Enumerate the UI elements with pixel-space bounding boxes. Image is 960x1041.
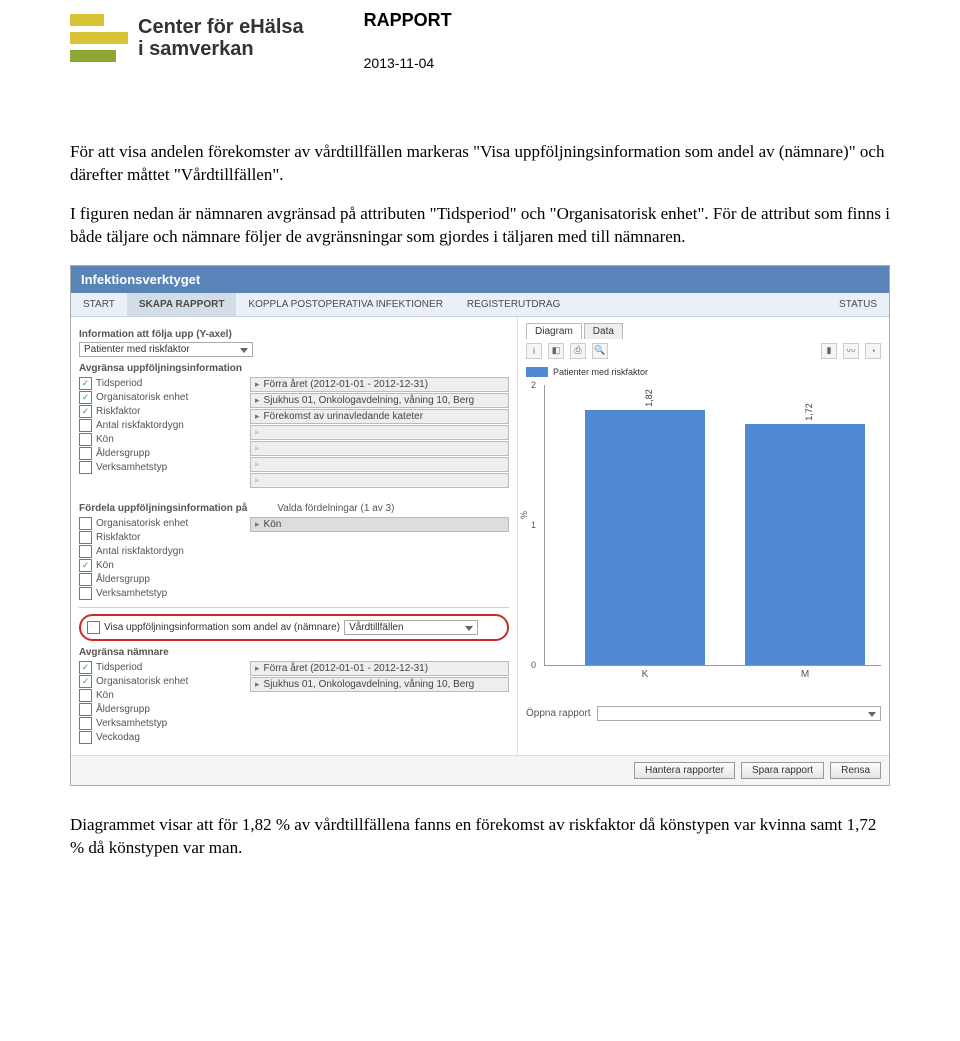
- val-riskfaktor[interactable]: Förekomst av urinavledande kateter: [250, 409, 509, 424]
- y-axis-label: %: [519, 511, 529, 519]
- logo: Center för eHälsa i samverkan: [70, 14, 304, 62]
- btn-hantera[interactable]: Hantera rapporter: [634, 762, 735, 779]
- btn-spara[interactable]: Spara rapport: [741, 762, 824, 779]
- val-empty[interactable]: [250, 425, 509, 440]
- avgr-label: Avgränsa uppföljningsinformation: [79, 363, 509, 374]
- doc-date: 2013-11-04: [364, 55, 452, 71]
- app-screenshot: Infektionsverktyget START SKAPA RAPPORT …: [70, 265, 890, 786]
- bar-chart: % 0 1 2 1,82 K 1,72 M: [544, 385, 881, 666]
- fordela-label: Fördela uppföljningsinformation på: [79, 503, 247, 514]
- andel-select[interactable]: Vårdtillfällen: [344, 620, 478, 635]
- doc-type: RAPPORT: [364, 10, 452, 31]
- logo-line2: i samverkan: [138, 38, 304, 60]
- bar-k: [585, 410, 705, 665]
- tab-start[interactable]: START: [71, 293, 127, 316]
- pie-icon[interactable]: ◔: [865, 343, 881, 359]
- yaxis-select[interactable]: Patienter med riskfaktor: [79, 342, 253, 357]
- chk-andel[interactable]: [87, 621, 100, 634]
- chk-tidsperiod[interactable]: [79, 377, 92, 390]
- bar-icon[interactable]: ▮: [821, 343, 837, 359]
- chk-kon[interactable]: [79, 433, 92, 446]
- chk-antal[interactable]: [79, 419, 92, 432]
- minitab-diagram[interactable]: Diagram: [526, 323, 582, 339]
- chk-orgenhet[interactable]: [79, 391, 92, 404]
- minitab-data[interactable]: Data: [584, 323, 623, 339]
- paragraph-1: För att visa andelen förekomster av vård…: [70, 141, 890, 187]
- paragraph-2: I figuren nedan är nämnaren avgränsad på…: [70, 203, 890, 249]
- app-title: Infektionsverktyget: [71, 266, 889, 293]
- app-tabs: START SKAPA RAPPORT KOPPLA POSTOPERATIVA…: [71, 293, 889, 317]
- chart-legend: Patienter med riskfaktor: [526, 367, 881, 377]
- tab-status[interactable]: STATUS: [827, 293, 889, 316]
- val-tidsperiod[interactable]: Förra året (2012-01-01 - 2012-12-31): [250, 377, 509, 392]
- chk-verk[interactable]: [79, 461, 92, 474]
- print-icon[interactable]: ⎙: [570, 343, 586, 359]
- tab-skapa[interactable]: SKAPA RAPPORT: [127, 293, 237, 316]
- fordela-value[interactable]: Kön: [250, 517, 509, 532]
- caption: Diagrammet visar att för 1,82 % av vårdt…: [70, 814, 890, 860]
- tab-register[interactable]: REGISTERUTDRAG: [455, 293, 572, 316]
- bar-m: [745, 424, 865, 665]
- logo-line1: Center för eHälsa: [138, 16, 304, 38]
- chk-riskfaktor[interactable]: [79, 405, 92, 418]
- val-orgenhet[interactable]: Sjukhus 01, Onkologavdelning, våning 10,…: [250, 393, 509, 408]
- highlight-oval: Visa uppföljningsinformation som andel a…: [79, 614, 509, 641]
- namnare-label: Avgränsa nämnare: [79, 647, 509, 658]
- val-empty[interactable]: [250, 457, 509, 472]
- val-empty[interactable]: [250, 441, 509, 456]
- info-icon[interactable]: i: [526, 343, 542, 359]
- btn-rensa[interactable]: Rensa: [830, 762, 881, 779]
- zoom-icon[interactable]: 🔍: [592, 343, 608, 359]
- val-empty[interactable]: [250, 473, 509, 488]
- tab-koppla[interactable]: KOPPLA POSTOPERATIVA INFEKTIONER: [236, 293, 455, 316]
- yaxis-label: Information att följa upp (Y-axel): [79, 329, 509, 340]
- open-report-select[interactable]: [597, 706, 882, 721]
- line-icon[interactable]: 〰: [843, 343, 859, 359]
- chk-alder[interactable]: [79, 447, 92, 460]
- fordela-sub: Valda fördelningar (1 av 3): [277, 503, 394, 514]
- chart-icon[interactable]: ◧: [548, 343, 564, 359]
